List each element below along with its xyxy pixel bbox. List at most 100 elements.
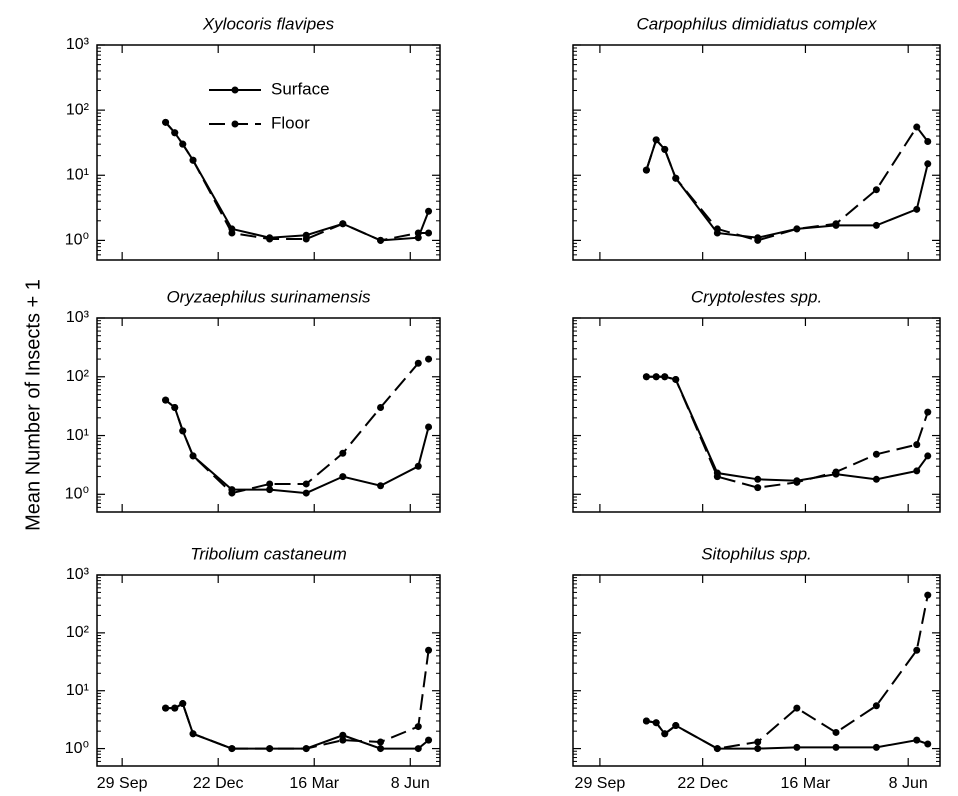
y-tick-label: 10¹ (66, 682, 89, 699)
panel-title: Carpophilus dimidiatus complex (636, 14, 877, 33)
data-point (754, 236, 762, 244)
data-point (179, 140, 187, 148)
data-point (713, 745, 721, 753)
data-point (793, 478, 801, 486)
legend-label: Floor (271, 113, 310, 132)
data-point (913, 467, 921, 475)
x-tick-label: 22 Dec (193, 775, 244, 792)
data-point (872, 221, 880, 229)
data-point (642, 717, 650, 725)
data-point (652, 719, 660, 727)
x-tick-label: 8 Jun (391, 775, 430, 792)
data-point (189, 730, 197, 738)
data-point (793, 225, 801, 233)
data-point (924, 591, 932, 599)
legend-marker (231, 86, 239, 94)
data-point (425, 423, 433, 431)
y-tick-label: 10³ (66, 36, 90, 53)
data-point (179, 700, 187, 708)
data-point (302, 480, 310, 488)
data-point (832, 468, 840, 476)
x-tick-label: 29 Sep (97, 775, 148, 792)
y-tick-label: 10³ (66, 566, 90, 583)
data-point (377, 236, 385, 244)
data-point (414, 359, 422, 367)
series-line (164, 358, 429, 495)
data-point (162, 704, 170, 712)
data-point (672, 722, 680, 730)
data-point (652, 373, 660, 381)
data-point (754, 475, 762, 483)
data-point (913, 646, 921, 654)
data-point (266, 235, 274, 243)
data-point (228, 489, 236, 497)
data-point (872, 450, 880, 458)
data-point (425, 229, 433, 237)
panel-title: Sitophilus spp. (701, 544, 812, 563)
y-tick-label: 10¹ (66, 427, 89, 444)
data-point (302, 745, 310, 753)
data-point (754, 738, 762, 746)
data-point (754, 745, 762, 753)
series-line (646, 594, 929, 750)
data-point (414, 745, 422, 753)
data-point (189, 452, 197, 460)
data-point (377, 745, 385, 753)
data-point (414, 229, 422, 237)
y-tick-label: 10² (66, 101, 90, 118)
data-point (425, 646, 433, 654)
data-point (872, 475, 880, 483)
plot-frame (96, 317, 441, 513)
x-tick-label: 8 Jun (889, 775, 928, 792)
x-tick-label: 22 Dec (677, 775, 728, 792)
data-point (162, 396, 170, 404)
data-point (179, 427, 187, 435)
data-point (872, 186, 880, 194)
plot-frame (572, 574, 941, 767)
x-tick-label: 29 Sep (575, 775, 626, 792)
data-point (171, 129, 179, 137)
y-tick-label: 10⁰ (65, 232, 89, 249)
data-point (266, 486, 274, 494)
data-point (377, 482, 385, 490)
data-point (832, 743, 840, 751)
y-tick-label: 10² (66, 368, 90, 385)
data-point (913, 441, 921, 449)
plot-frame (572, 317, 941, 513)
series-line (645, 125, 929, 242)
data-point (266, 480, 274, 488)
data-point (661, 730, 669, 738)
data-point (832, 728, 840, 736)
data-point (414, 723, 422, 731)
data-point (162, 118, 170, 126)
data-point (377, 738, 385, 746)
legend-marker (231, 120, 239, 128)
data-point (754, 484, 762, 492)
data-point (913, 205, 921, 213)
data-point (713, 225, 721, 233)
data-point (924, 408, 932, 416)
data-point (661, 145, 669, 153)
panel-title: Cryptolestes spp. (691, 287, 822, 306)
data-point (425, 736, 433, 744)
series-line (645, 137, 929, 239)
data-point (924, 137, 932, 145)
plot-frame (572, 44, 941, 261)
series-line (165, 702, 430, 750)
data-point (228, 745, 236, 753)
data-point (339, 731, 347, 739)
data-point (228, 229, 236, 237)
data-point (642, 373, 650, 381)
data-point (425, 207, 433, 215)
data-point (913, 736, 921, 744)
data-point (266, 745, 274, 753)
data-point (924, 452, 932, 460)
data-point (642, 166, 650, 174)
panel-title: Tribolium castaneum (190, 544, 347, 563)
series-line (646, 375, 929, 482)
data-point (924, 740, 932, 748)
data-point (425, 355, 433, 363)
data-point (872, 743, 880, 751)
plot-frame (96, 574, 441, 767)
data-point (377, 403, 385, 411)
